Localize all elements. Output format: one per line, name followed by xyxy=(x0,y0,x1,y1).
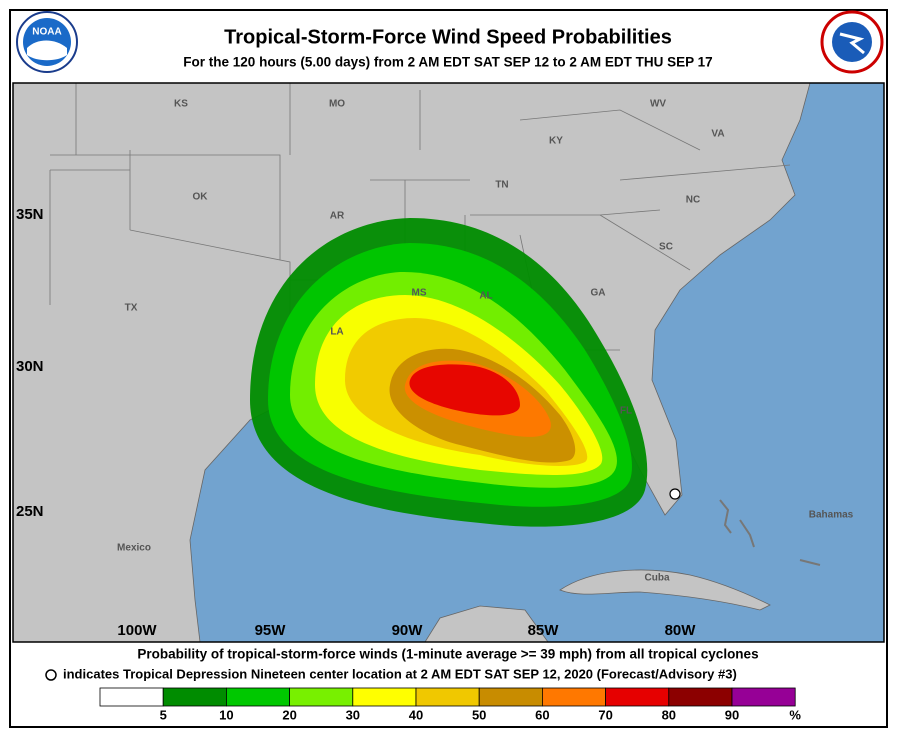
place-label: Bahamas xyxy=(809,510,854,521)
probability-contours xyxy=(250,218,648,527)
latitude-label: 30N xyxy=(16,358,44,375)
cuba xyxy=(559,569,771,611)
longitude-label: 80W xyxy=(665,622,697,639)
latitude-label: 25N xyxy=(16,503,44,520)
legend-swatch xyxy=(99,687,164,707)
legend-swatch xyxy=(478,687,543,707)
legend-swatch xyxy=(605,687,670,707)
legend-label: 60 xyxy=(535,707,549,722)
legend-swatch xyxy=(162,687,227,707)
place-label: OK xyxy=(193,192,209,203)
legend-label: 50 xyxy=(472,707,486,722)
legend-swatch xyxy=(542,687,607,707)
longitude-label: 95W xyxy=(255,622,287,639)
legend-label: % xyxy=(789,707,801,722)
legend-swatch xyxy=(668,687,733,707)
legend-label: 20 xyxy=(282,707,296,722)
legend-label: 90 xyxy=(725,707,739,722)
place-label: TN xyxy=(495,180,508,191)
place-label: KY xyxy=(549,136,563,147)
noaa-logo: NOAA xyxy=(16,11,78,73)
legend-swatch xyxy=(415,687,480,707)
center-symbol xyxy=(45,669,57,681)
legend-label: 10 xyxy=(219,707,233,722)
place-label: SC xyxy=(659,242,673,253)
longitude-label: 85W xyxy=(528,622,560,639)
storm-center xyxy=(669,488,681,500)
longitude-label: 100W xyxy=(117,622,157,639)
place-label: AL xyxy=(479,291,492,302)
legend-label: 5 xyxy=(160,707,167,722)
title: Tropical-Storm-Force Wind Speed Probabil… xyxy=(224,26,672,48)
place-label: Cuba xyxy=(645,573,670,584)
caption: Probability of tropical-storm-force wind… xyxy=(137,647,758,662)
legend-swatch xyxy=(731,687,796,707)
legend-swatch xyxy=(225,687,290,707)
place-label: NC xyxy=(686,195,700,206)
place-label: LA xyxy=(330,327,343,338)
legend-swatch xyxy=(289,687,354,707)
place-label: TX xyxy=(125,303,138,314)
place-label: KS xyxy=(174,99,188,110)
place-label: FL xyxy=(620,406,632,417)
place-label: AR xyxy=(330,211,345,222)
map-border xyxy=(12,82,885,643)
legend-swatch xyxy=(352,687,417,707)
place-label: Mexico xyxy=(117,543,151,554)
note: indicates Tropical Depression Nineteen c… xyxy=(63,666,737,681)
map-labels: 35N 30N 25N 100W 95W 90W 85W 80W KS MO WV VA KY TN NC O… xyxy=(16,99,854,639)
place-label: MO xyxy=(329,99,345,110)
logo-text: NOAA xyxy=(32,27,61,38)
color-legend: 5 10 20 30 40 50 60 70 80 90% xyxy=(99,687,801,722)
subtitle: For the 120 hours (5.00 days) from 2 AM … xyxy=(183,55,712,70)
legend-label: 40 xyxy=(409,707,423,722)
place-label: VA xyxy=(711,129,724,140)
longitude-label: 90W xyxy=(392,622,424,639)
legend-label: 30 xyxy=(346,707,360,722)
nws-logo xyxy=(820,10,884,74)
legend-label: 70 xyxy=(598,707,612,722)
bahamas-islands xyxy=(719,499,821,566)
place-label: WV xyxy=(650,99,666,110)
probability-band xyxy=(409,364,520,416)
legend-label: 80 xyxy=(662,707,676,722)
latitude-label: 35N xyxy=(16,206,44,223)
place-label: GA xyxy=(591,288,606,299)
place-label: MS xyxy=(412,288,427,299)
